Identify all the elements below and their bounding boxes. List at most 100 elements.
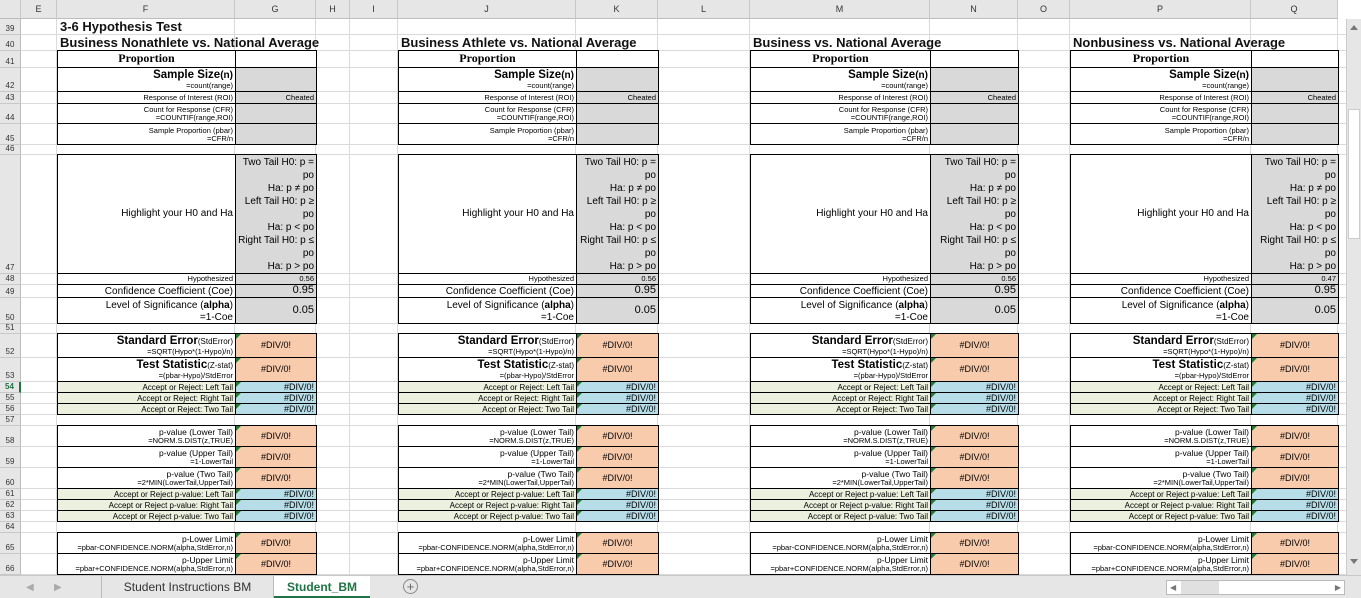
column-header-Q[interactable]: Q xyxy=(1251,0,1338,19)
block-2-pv-two-value[interactable]: #DIV/0! xyxy=(576,467,659,489)
block-4-ar-two-value[interactable]: #DIV/0! xyxy=(1251,403,1339,415)
block-3-pupper-value[interactable]: #DIV/0! xyxy=(930,553,1019,575)
block-4-pupper-value[interactable]: #DIV/0! xyxy=(1251,553,1339,575)
block-3-pbar-input[interactable] xyxy=(930,123,1019,145)
block-1-pbar-input[interactable] xyxy=(235,123,317,145)
row-header-49[interactable]: 49 xyxy=(0,285,21,298)
block-2-hypotheses-cell[interactable]: Two Tail H0: p = po Ha: p ≠ po Left Tail H0… xyxy=(576,154,659,274)
hscroll-thumb[interactable] xyxy=(1181,581,1219,594)
column-header-O[interactable]: O xyxy=(1018,0,1070,19)
block-3-proportion-value[interactable] xyxy=(930,50,1019,68)
column-header-L[interactable]: L xyxy=(658,0,750,19)
block-2-alpha-value[interactable]: 0.05 xyxy=(576,297,659,324)
row-header-63[interactable]: 63 xyxy=(0,511,21,522)
block-2-stderr-value[interactable]: #DIV/0! xyxy=(576,333,659,358)
block-2-cfr-input[interactable] xyxy=(576,103,659,124)
block-1-alpha-value[interactable]: 0.05 xyxy=(235,297,317,324)
block-1-pv-two-value[interactable]: #DIV/0! xyxy=(235,467,317,489)
column-header-J[interactable]: J xyxy=(398,0,576,19)
spreadsheet-grid[interactable]: E F G H I J K L M N O P Q 39 40 41 42 43 44 45 46 47 48 49 50 51 5… xyxy=(0,0,1346,575)
column-header-G[interactable]: G xyxy=(235,0,316,19)
block-4-cfr-input[interactable] xyxy=(1251,103,1339,124)
tab-student-bm[interactable]: Student_BM xyxy=(274,576,370,598)
block-1-proportion-value[interactable] xyxy=(235,50,317,68)
row-header-62[interactable]: 62 xyxy=(0,500,21,511)
tab-scroll-left-icon[interactable]: ◀ xyxy=(26,582,34,593)
hscroll-right-icon[interactable]: ▶ xyxy=(1334,583,1341,592)
block-3-hypotheses-cell[interactable]: Two Tail H0: p = po Ha: p ≠ po Left Tail H0… xyxy=(930,154,1019,274)
block-2-plower-value[interactable]: #DIV/0! xyxy=(576,532,659,554)
block-4-stderr-value[interactable]: #DIV/0! xyxy=(1251,333,1339,358)
column-header-I[interactable]: I xyxy=(350,0,398,19)
column-header-E[interactable]: E xyxy=(21,0,57,19)
block-3-cfr-input[interactable] xyxy=(930,103,1019,124)
vertical-scrollbar[interactable] xyxy=(1346,19,1361,575)
block-1-zstat-value[interactable]: #DIV/0! xyxy=(235,357,317,382)
row-header-48[interactable]: 48 xyxy=(0,274,21,285)
hscroll-left-icon[interactable]: ◀ xyxy=(1170,583,1177,592)
row-header-51[interactable]: 51 xyxy=(0,323,21,334)
tab-student-instructions-bm[interactable]: Student Instructions BM xyxy=(101,576,274,598)
block-4-alpha-value[interactable]: 0.05 xyxy=(1251,297,1339,324)
block-1-plower-value[interactable]: #DIV/0! xyxy=(235,532,317,554)
select-all-corner[interactable] xyxy=(0,0,21,19)
row-header-60[interactable]: 60 xyxy=(0,468,21,489)
block-3-pv-lower-value[interactable]: #DIV/0! xyxy=(930,425,1019,447)
block-2-pv-upper-value[interactable]: #DIV/0! xyxy=(576,446,659,468)
row-header-50[interactable]: 50 xyxy=(0,298,21,324)
block-4-sample-size-input[interactable] xyxy=(1251,67,1339,92)
block-4-pv-two-value[interactable]: #DIV/0! xyxy=(1251,467,1339,489)
block-3-pv-two-value[interactable]: #DIV/0! xyxy=(930,467,1019,489)
row-header-59[interactable]: 59 xyxy=(0,447,21,468)
block-3-alpha-value[interactable]: 0.05 xyxy=(930,297,1019,324)
row-header-43[interactable]: 43 xyxy=(0,92,21,104)
block-1-stderr-value[interactable]: #DIV/0! xyxy=(235,333,317,358)
block-2-arp-two-value[interactable]: #DIV/0! xyxy=(576,510,659,522)
block-3-zstat-value[interactable]: #DIV/0! xyxy=(930,357,1019,382)
block-4-arp-two-value[interactable]: #DIV/0! xyxy=(1251,510,1339,522)
block-1-cfr-input[interactable] xyxy=(235,103,317,124)
block-3-plower-value[interactable]: #DIV/0! xyxy=(930,532,1019,554)
row-header-64[interactable]: 64 xyxy=(0,522,21,533)
block-3-pv-upper-value[interactable]: #DIV/0! xyxy=(930,446,1019,468)
row-header-56[interactable]: 56 xyxy=(0,404,21,415)
add-sheet-icon[interactable]: + xyxy=(403,579,418,594)
row-header-47[interactable]: 47 xyxy=(0,155,21,274)
block-1-sample-size-input[interactable] xyxy=(235,67,317,92)
row-header-41[interactable]: 41 xyxy=(0,51,21,68)
row-header-54[interactable]: 54 xyxy=(0,382,21,393)
row-header-42[interactable]: 42 xyxy=(0,68,21,92)
block-1-hypotheses-cell[interactable]: Two Tail H0: p = po Ha: p ≠ po Left Tail H0… xyxy=(235,154,317,274)
block-1-ar-two-value[interactable]: #DIV/0! xyxy=(235,403,317,415)
row-header-40[interactable]: 40 xyxy=(0,35,21,51)
row-header-55[interactable]: 55 xyxy=(0,393,21,404)
block-4-zstat-value[interactable]: #DIV/0! xyxy=(1251,357,1339,382)
column-header-P[interactable]: P xyxy=(1070,0,1251,19)
block-2-proportion-value[interactable] xyxy=(576,50,659,68)
block-2-pv-lower-value[interactable]: #DIV/0! xyxy=(576,425,659,447)
row-header-45[interactable]: 45 xyxy=(0,124,21,145)
row-header-52[interactable]: 52 xyxy=(0,334,21,358)
column-header-M[interactable]: M xyxy=(750,0,930,19)
column-header-N[interactable]: N xyxy=(930,0,1018,19)
scroll-up-icon[interactable] xyxy=(1350,25,1358,30)
block-1-pupper-value[interactable]: #DIV/0! xyxy=(235,553,317,575)
tab-scroll-right-icon[interactable]: ▶ xyxy=(54,582,62,593)
row-header-39[interactable]: 39 xyxy=(0,19,21,35)
column-header-K[interactable]: K xyxy=(576,0,658,19)
row-header-66[interactable]: 66 xyxy=(0,554,21,575)
row-header-44[interactable]: 44 xyxy=(0,104,21,124)
block-1-coe-input[interactable]: 0.95 xyxy=(235,284,317,298)
block-4-pbar-input[interactable] xyxy=(1251,123,1339,145)
block-2-zstat-value[interactable]: #DIV/0! xyxy=(576,357,659,382)
horizontal-scrollbar[interactable]: ◀ ▶ xyxy=(1166,580,1345,595)
block-2-pupper-value[interactable]: #DIV/0! xyxy=(576,553,659,575)
scroll-thumb[interactable] xyxy=(1348,109,1360,239)
block-3-stderr-value[interactable]: #DIV/0! xyxy=(930,333,1019,358)
block-3-ar-two-value[interactable]: #DIV/0! xyxy=(930,403,1019,415)
block-2-sample-size-input[interactable] xyxy=(576,67,659,92)
block-4-plower-value[interactable]: #DIV/0! xyxy=(1251,532,1339,554)
block-4-coe-input[interactable]: 0.95 xyxy=(1251,284,1339,298)
row-header-53[interactable]: 53 xyxy=(0,358,21,382)
column-header-F[interactable]: F xyxy=(57,0,235,19)
